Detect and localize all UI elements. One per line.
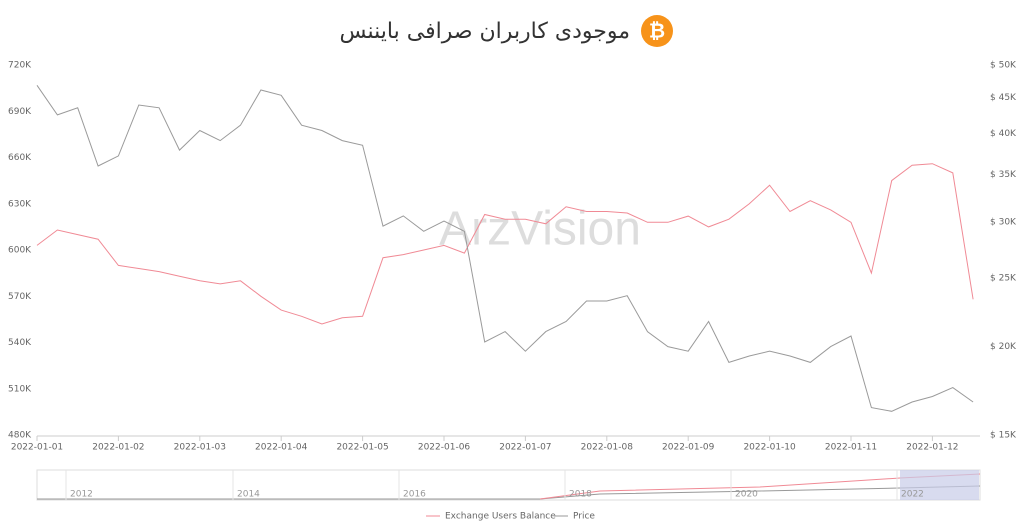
x-tick-label: 2022-01-01	[11, 443, 63, 453]
watermark: ArzVision	[439, 203, 641, 256]
y2-tick-label: $ 35K	[990, 170, 1017, 180]
bitcoin-symbol: ₿	[649, 19, 665, 43]
y-tick-label: 720K	[8, 61, 32, 71]
x-tick-label: 2022-01-12	[906, 443, 958, 453]
navigator-selection[interactable]	[900, 470, 979, 500]
y2-tick-label: $ 15K	[990, 431, 1017, 441]
legend-label[interactable]: Price	[573, 512, 595, 522]
navigator-label: 2018	[569, 490, 592, 500]
y2-tick-label: $ 45K	[990, 93, 1017, 103]
y-tick-label: 510K	[8, 384, 32, 394]
x-tick-label: 2022-01-07	[499, 443, 551, 453]
line-series	[36, 163, 974, 325]
navigator-label: 2016	[403, 490, 426, 500]
legend: Exchange Users Balance Price	[426, 512, 595, 522]
line-series	[36, 85, 974, 412]
x-tick-label: 2022-01-08	[581, 443, 634, 453]
x-tick-label: 2022-01-10	[743, 443, 796, 453]
x-tick-label: 2022-01-05	[336, 443, 388, 453]
y-tick-label: 630K	[8, 199, 32, 209]
navigator-frame	[36, 469, 981, 501]
y-tick-label: 540K	[8, 338, 32, 348]
y2-tick-label: $ 40K	[990, 129, 1017, 139]
y-tick-label: 660K	[8, 153, 32, 163]
y-tick-label: 690K	[8, 107, 32, 117]
x-tick-label: 2022-01-02	[92, 443, 144, 453]
x-tick-label: 2022-01-11	[825, 443, 877, 453]
chart-title: موجودی کاربران صرافی بایننس	[339, 19, 630, 44]
navigator-label: 2022	[901, 490, 924, 500]
y-tick-label: 570K	[8, 292, 32, 302]
x-tick-label: 2022-01-06	[418, 443, 471, 453]
bitcoin-icon	[641, 15, 673, 47]
y2-tick-label: $ 30K	[990, 217, 1017, 227]
x-tick-label: 2022-01-03	[174, 443, 226, 453]
x-tick-label: 2022-01-09	[662, 443, 715, 453]
navigator-label: 2014	[237, 490, 260, 500]
y2-tick-label: $ 50K	[990, 61, 1017, 71]
y2-tick-label: $ 20K	[990, 342, 1017, 352]
navigator-label: 2020	[735, 490, 758, 500]
y-tick-label: 600K	[8, 246, 32, 256]
x-tick-label: 2022-01-04	[255, 443, 308, 453]
legend-label[interactable]: Exchange Users Balance	[445, 512, 556, 522]
y-tick-label: 480K	[8, 431, 32, 441]
navigator-label: 2012	[70, 490, 93, 500]
navigator	[36, 469, 981, 501]
y2-tick-label: $ 25K	[990, 274, 1017, 284]
